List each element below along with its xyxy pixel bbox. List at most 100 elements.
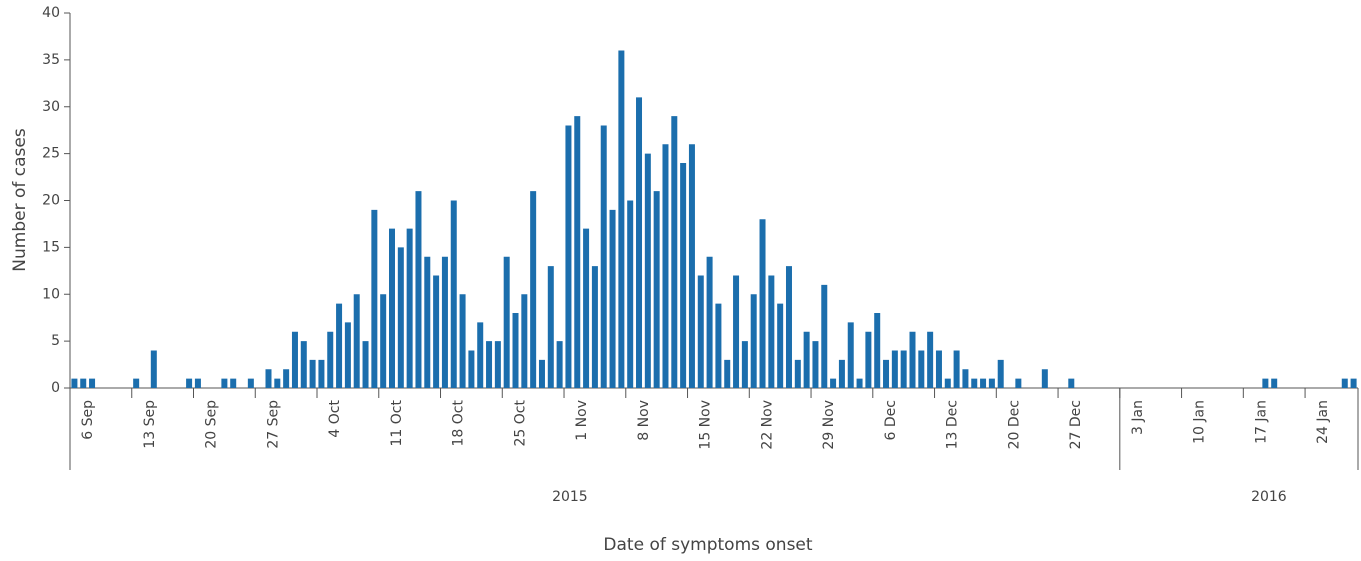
bar xyxy=(300,341,307,388)
bar xyxy=(821,284,828,388)
bar xyxy=(1015,378,1022,388)
y-tick-label: 35 xyxy=(42,52,60,68)
bar xyxy=(547,266,554,388)
x-tick-label: 3 Jan xyxy=(1130,400,1146,435)
bar xyxy=(856,378,863,388)
y-tick-label: 5 xyxy=(51,333,60,349)
x-tick-label: 6 Dec xyxy=(883,400,899,440)
bar xyxy=(309,359,316,388)
bar xyxy=(441,256,448,388)
bar xyxy=(918,350,925,388)
x-tick-label: 17 Jan xyxy=(1253,400,1269,444)
bar xyxy=(891,350,898,388)
bar xyxy=(794,359,801,388)
bar xyxy=(1068,378,1075,388)
bar xyxy=(865,331,872,388)
bar xyxy=(283,369,290,388)
x-tick-label: 27 Dec xyxy=(1068,400,1084,449)
bar xyxy=(935,350,942,388)
bar xyxy=(697,275,704,388)
bar xyxy=(230,378,237,388)
x-tick-label: 13 Sep xyxy=(142,400,158,449)
bar xyxy=(662,144,669,388)
bar xyxy=(574,116,581,388)
bar xyxy=(521,294,528,388)
bar xyxy=(1271,378,1278,388)
bar xyxy=(618,50,625,388)
bar xyxy=(724,359,731,388)
bar xyxy=(80,378,87,388)
bar xyxy=(397,247,404,388)
bar xyxy=(971,378,978,388)
bar xyxy=(759,219,766,388)
bar xyxy=(636,97,643,388)
bar xyxy=(494,341,501,388)
bar xyxy=(962,369,969,388)
bar xyxy=(688,144,695,388)
bar xyxy=(1262,378,1269,388)
bar xyxy=(477,322,484,388)
bar xyxy=(424,256,431,388)
x-tick-label: 11 Oct xyxy=(389,400,405,447)
bar xyxy=(785,266,792,388)
y-tick-label: 10 xyxy=(42,286,60,302)
bar xyxy=(830,378,837,388)
x-tick-label: 25 Oct xyxy=(512,400,528,447)
bar xyxy=(653,191,660,388)
bar xyxy=(538,359,545,388)
bar xyxy=(671,116,678,388)
bar xyxy=(459,294,466,388)
bar xyxy=(768,275,775,388)
bar xyxy=(988,378,995,388)
x-tick-label: 29 Nov xyxy=(821,400,837,450)
bar xyxy=(89,378,96,388)
bar xyxy=(556,341,563,388)
bar xyxy=(609,209,616,388)
bar xyxy=(909,331,916,388)
bar xyxy=(433,275,440,388)
x-axis-title: Date of symptoms onset xyxy=(603,535,812,555)
bar xyxy=(450,200,457,388)
bar xyxy=(353,294,360,388)
bar xyxy=(1041,369,1048,388)
x-tick-label: 24 Jan xyxy=(1315,400,1331,444)
bar xyxy=(591,266,598,388)
bar xyxy=(150,350,157,388)
bar xyxy=(291,331,298,388)
x-tick-label: 4 Oct xyxy=(327,400,343,438)
bar xyxy=(265,369,272,388)
bar xyxy=(847,322,854,388)
bar xyxy=(1341,378,1348,388)
bar xyxy=(803,331,810,388)
bar xyxy=(883,359,890,388)
bar xyxy=(812,341,819,388)
bar xyxy=(944,378,951,388)
bar xyxy=(274,378,281,388)
x-tick-label: 6 Sep xyxy=(80,400,96,440)
y-tick-label: 30 xyxy=(42,99,60,115)
y-tick-label: 25 xyxy=(42,146,60,162)
bar xyxy=(71,378,78,388)
bar xyxy=(680,163,687,388)
bar xyxy=(468,350,475,388)
y-tick-label: 0 xyxy=(51,380,60,396)
x-tick-label: 15 Nov xyxy=(698,400,714,450)
y-tick-label: 20 xyxy=(42,193,60,209)
bar xyxy=(380,294,387,388)
bar xyxy=(733,275,740,388)
bar xyxy=(362,341,369,388)
bar xyxy=(927,331,934,388)
x-tick-label: 8 Nov xyxy=(636,400,652,441)
bar xyxy=(741,341,748,388)
x-tick-label: 22 Nov xyxy=(759,400,775,450)
year-label: 2016 xyxy=(1251,489,1287,505)
y-tick-label: 15 xyxy=(42,239,60,255)
x-tick-label: 20 Sep xyxy=(204,400,220,449)
bar xyxy=(997,359,1004,388)
year-label: 2015 xyxy=(552,489,588,505)
bar xyxy=(600,125,607,388)
bar xyxy=(247,378,254,388)
bar xyxy=(874,313,881,388)
bar xyxy=(406,228,413,388)
y-axis-title: Number of cases xyxy=(10,128,30,272)
